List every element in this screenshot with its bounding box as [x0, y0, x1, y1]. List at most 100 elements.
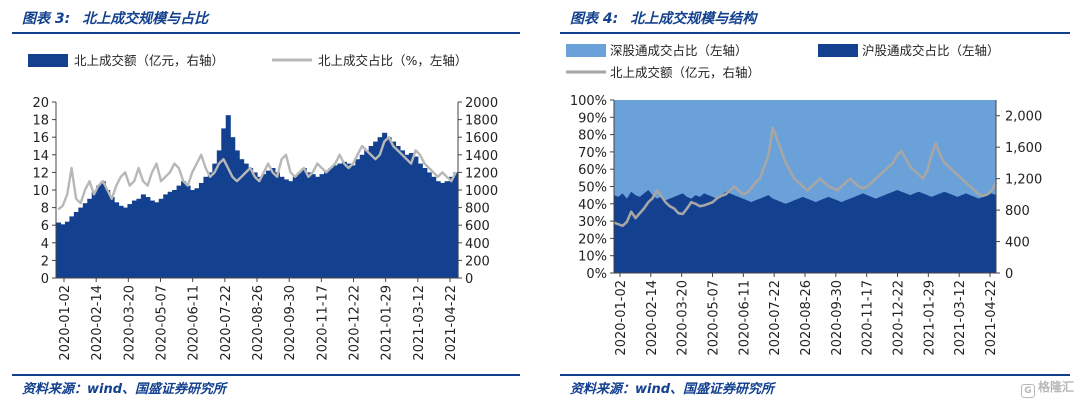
right-y-tick-label: 1800	[465, 114, 498, 129]
figure-4-title: 图表 4: 北上成交规模与结构	[570, 8, 756, 28]
figure-4-bottom-rule	[560, 374, 1070, 376]
volume-bar	[221, 128, 227, 278]
right-y-tick-label: 400	[465, 237, 490, 252]
figure-3-title-text: 北上成交规模与占比	[82, 11, 209, 27]
right-y-tick-label: 800	[1005, 204, 1030, 219]
volume-bar	[373, 141, 379, 278]
legend-label-volume: 北上成交额（亿元，右轴）	[610, 65, 760, 80]
x-tick-label: 2020-07-22	[768, 280, 783, 356]
right-y-tick-label: 1200	[465, 166, 498, 181]
volume-bar	[140, 194, 146, 278]
legend-label-sz-share: 深股通成交占比（左轴）	[610, 43, 748, 58]
volume-bar	[315, 176, 321, 278]
right-y-tick-label: 1600	[465, 131, 498, 146]
volume-bar	[435, 181, 441, 278]
volume-bar	[261, 174, 267, 278]
volume-bar	[413, 156, 419, 278]
volume-bar	[292, 176, 298, 278]
volume-bar	[359, 154, 365, 278]
x-tick-label: 2021-01-29	[380, 285, 395, 361]
legend-label-sh-share: 沪股通成交占比（左轴）	[862, 43, 1000, 58]
volume-bar	[386, 137, 392, 278]
figure-3-chart: 北上成交额（亿元，右轴） 北上成交占比（%，左轴） 0 2 4 6 8 10 12 14 16 1…	[28, 53, 498, 361]
volume-bar	[158, 198, 164, 278]
volume-bar	[154, 202, 160, 278]
right-y-tick-label: 400	[1005, 236, 1030, 251]
volume-bar	[172, 190, 178, 278]
right-y-tick-label: 200	[465, 254, 490, 269]
left-y-tick-label: 18	[32, 114, 49, 129]
volume-bar	[270, 168, 276, 278]
figure-3-panel: 图表 3: 北上成交规模与占比 北上成交额（亿元，右轴） 北上成交占比（%，左轴）…	[0, 0, 530, 402]
volume-bar	[167, 191, 173, 278]
share-line	[57, 135, 457, 211]
volume-bar	[324, 170, 330, 278]
left-y-tick-label: 70%	[578, 146, 607, 161]
volume-bar	[114, 202, 120, 278]
volume-bar	[399, 150, 405, 278]
legend-label-volume: 北上成交额（亿元，右轴）	[74, 53, 224, 68]
figure-4-title-text: 北上成交规模与结构	[630, 11, 757, 27]
volume-bar	[207, 172, 213, 278]
x-tick-label: 2020-08-26	[251, 285, 266, 361]
right-y-tick-label: 1400	[465, 149, 498, 164]
x-tick-label: 2021-03-12	[412, 285, 427, 361]
legend-label-share: 北上成交占比（%，左轴）	[318, 53, 467, 68]
left-y-tick-label: 16	[32, 131, 49, 146]
volume-bar	[391, 141, 397, 278]
figure-3-title: 图表 3: 北上成交规模与占比	[22, 8, 208, 28]
volume-bar	[417, 163, 423, 278]
right-y-tick-label: 600	[465, 219, 490, 234]
volume-bar	[118, 205, 124, 278]
legend-swatch-volume	[28, 54, 68, 67]
volume-bar	[145, 197, 151, 278]
volume-bar	[136, 198, 142, 278]
volume-bar	[453, 172, 459, 278]
x-tick-label: 2020-05-07	[707, 280, 722, 356]
left-y-tick-label: 30%	[578, 215, 607, 230]
legend-swatch-sz-share	[566, 44, 606, 57]
volume-bar	[230, 137, 236, 278]
volume-bar	[395, 146, 401, 278]
volume-bar	[265, 170, 271, 278]
left-y-tick-label: 0	[41, 272, 49, 287]
volume-bar	[408, 153, 414, 278]
volume-bar	[198, 182, 204, 278]
volume-bar	[127, 204, 133, 278]
volume-bar	[248, 168, 254, 278]
x-tick-label: 2020-03-20	[122, 285, 137, 361]
volume-bar	[194, 188, 200, 278]
left-y-tick-label: 2	[41, 254, 49, 269]
volume-bar	[332, 165, 338, 278]
volume-bar	[252, 172, 258, 278]
volume-bar	[382, 132, 388, 278]
right-y-tick-label: 1,200	[1005, 173, 1042, 188]
volume-bar	[105, 190, 111, 278]
volume-bar	[225, 115, 231, 278]
volume-bar	[310, 174, 316, 278]
left-y-tick-label: 10	[32, 184, 49, 199]
volume-bar	[234, 150, 240, 278]
figure-4-plot-area: 0% 10% 20% 30% 40% 50% 60% 70% 80% 90% 100% 0 400 800…	[570, 94, 1042, 356]
volume-bar	[257, 176, 263, 278]
volume-bar	[96, 185, 102, 278]
sh-share-area	[614, 190, 996, 273]
x-tick-label: 2020-06-11	[187, 285, 202, 361]
volume-bar	[297, 172, 303, 278]
left-y-tick-label: 10%	[578, 250, 607, 265]
volume-bar	[341, 161, 347, 278]
right-y-tick-label: 1,600	[1005, 141, 1042, 156]
volume-bar	[301, 168, 307, 278]
volume-bar	[426, 172, 432, 278]
volume-bar	[328, 168, 334, 278]
volume-bar	[73, 212, 79, 278]
watermark-logo-icon: G	[1020, 384, 1035, 398]
x-tick-label: 2020-07-22	[219, 285, 234, 361]
x-tick-label: 2020-09-30	[283, 285, 298, 361]
x-tick-label: 2020-12-22	[348, 285, 363, 361]
left-y-tick-label: 12	[32, 166, 49, 181]
x-tick-label: 2020-11-17	[861, 280, 876, 356]
volume-bar	[422, 168, 428, 278]
volume-bar	[346, 163, 352, 278]
volume-bar	[60, 224, 66, 278]
